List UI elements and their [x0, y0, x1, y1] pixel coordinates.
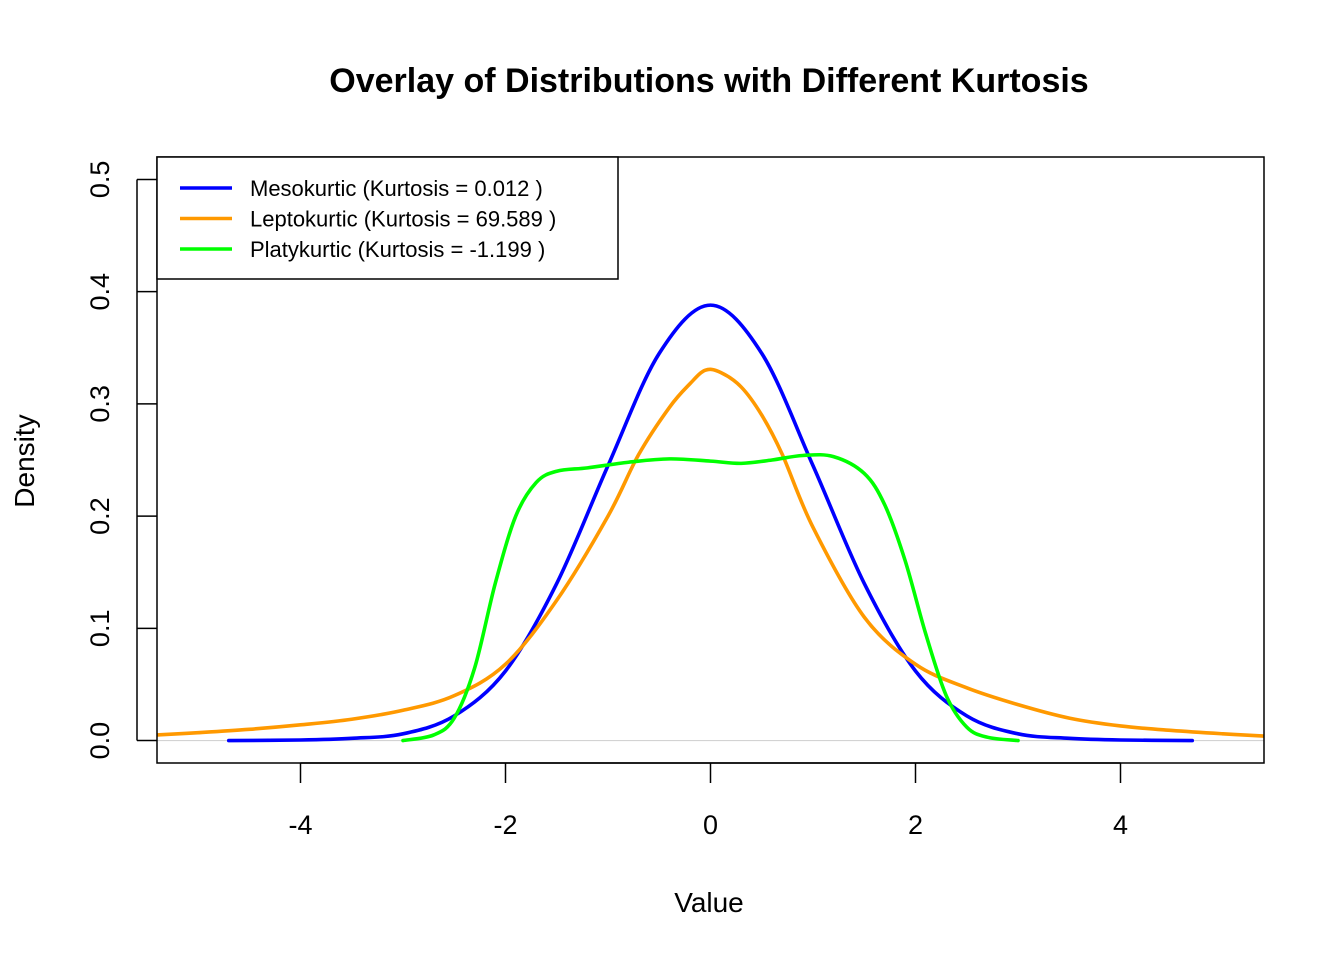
series-layer — [157, 303, 1264, 743]
series-line-0 — [226, 303, 1195, 743]
y-axis: 0.0 0.1 0.2 0.3 0.4 0.5 — [85, 161, 157, 760]
series-line-1 — [157, 367, 1264, 738]
y-tick-label: 0.5 — [85, 161, 115, 199]
legend-label-0: Mesokurtic (Kurtosis = 0.012 ) — [250, 176, 543, 201]
chart-title: Overlay of Distributions with Different … — [329, 62, 1088, 100]
legend-box — [156, 156, 619, 280]
x-tick-label: -2 — [493, 810, 517, 840]
x-axis: -4 -2 0 2 4 — [288, 762, 1128, 840]
y-tick-label: 0.0 — [85, 722, 115, 760]
y-tick-label: 0.2 — [85, 497, 115, 535]
x-tick-label: -4 — [288, 810, 312, 840]
y-tick-label: 0.3 — [85, 385, 115, 423]
x-tick-label: 0 — [703, 810, 718, 840]
series-line-2 — [401, 452, 1020, 743]
legend-label-1: Leptokurtic (Kurtosis = 69.589 ) — [250, 207, 556, 232]
x-tick-label: 4 — [1113, 810, 1128, 840]
y-tick-label: 0.1 — [85, 610, 115, 648]
x-tick-label: 2 — [908, 810, 923, 840]
x-axis-label: Value — [674, 887, 744, 918]
y-axis-label: Density — [9, 414, 40, 507]
legend: Mesokurtic (Kurtosis = 0.012 ) Leptokurti… — [156, 156, 619, 280]
y-tick-label: 0.4 — [85, 273, 115, 311]
legend-label-2: Platykurtic (Kurtosis = -1.199 ) — [250, 237, 545, 262]
